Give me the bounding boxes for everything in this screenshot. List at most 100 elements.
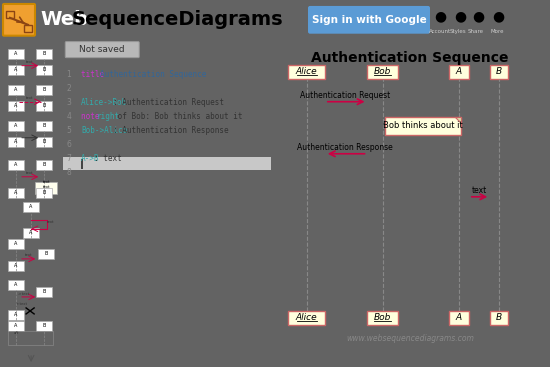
Text: A: A [14, 264, 18, 268]
Text: Web: Web [40, 10, 88, 29]
FancyBboxPatch shape [36, 188, 52, 198]
FancyBboxPatch shape [36, 85, 52, 95]
Text: A: A [14, 241, 18, 246]
FancyBboxPatch shape [35, 182, 57, 194]
Text: text: text [26, 171, 34, 175]
FancyBboxPatch shape [36, 321, 52, 331]
Text: Bob: Bob [374, 67, 392, 76]
Text: www.websequencediagrams.com: www.websequencediagrams.com [346, 334, 474, 343]
FancyBboxPatch shape [8, 310, 24, 320]
FancyBboxPatch shape [8, 101, 24, 111]
Text: A: A [14, 190, 18, 195]
Text: right: right [97, 112, 120, 121]
Text: 1: 1 [66, 70, 71, 79]
FancyBboxPatch shape [36, 160, 52, 170]
Text: Account: Account [429, 29, 451, 34]
Text: alt: alt [14, 331, 19, 335]
Text: 3: 3 [66, 98, 71, 107]
FancyBboxPatch shape [6, 11, 14, 18]
FancyBboxPatch shape [8, 65, 24, 75]
FancyBboxPatch shape [367, 65, 398, 79]
Text: A->B: A->B [81, 154, 100, 163]
Text: A: A [14, 323, 18, 328]
FancyBboxPatch shape [36, 137, 52, 147]
Text: ->text: ->text [18, 292, 30, 296]
Text: title: title [81, 70, 109, 79]
FancyBboxPatch shape [8, 280, 24, 290]
Text: Not saved: Not saved [79, 45, 125, 54]
Text: Bob->Alice: Bob->Alice [81, 126, 128, 135]
Text: Authentication Request: Authentication Request [300, 91, 390, 100]
Text: Bob: Bob [374, 313, 392, 323]
Text: B: B [496, 67, 502, 76]
Text: B: B [42, 123, 46, 128]
FancyBboxPatch shape [36, 287, 52, 297]
Text: B: B [496, 313, 502, 323]
Text: Alice->Bob: Alice->Bob [81, 98, 128, 107]
Text: A: A [14, 103, 18, 108]
FancyBboxPatch shape [449, 311, 469, 325]
Text: text: text [25, 253, 33, 257]
FancyBboxPatch shape [65, 41, 139, 58]
FancyBboxPatch shape [23, 228, 39, 238]
Bar [81, 159, 82, 169]
Text: text: text [42, 180, 50, 184]
Text: Authentication Response: Authentication Response [297, 143, 393, 152]
Text: SequenceDiagrams: SequenceDiagrams [72, 10, 284, 29]
FancyBboxPatch shape [8, 261, 24, 271]
FancyBboxPatch shape [8, 85, 24, 95]
FancyBboxPatch shape [308, 6, 430, 34]
Text: : Authentication Response: : Authentication Response [113, 126, 228, 135]
Text: Authentication Sequence: Authentication Sequence [311, 51, 509, 65]
FancyBboxPatch shape [36, 121, 52, 131]
Text: A: A [14, 162, 18, 167]
FancyBboxPatch shape [288, 311, 325, 325]
Text: 6: 6 [66, 140, 71, 149]
Text: A: A [14, 67, 18, 72]
Text: B: B [42, 190, 46, 195]
Text: B: B [42, 139, 46, 144]
Polygon shape [455, 117, 461, 123]
Text: +.text: +.text [16, 302, 28, 306]
Text: B: B [42, 87, 46, 92]
Text: A: A [456, 313, 462, 323]
Text: of Bob: Bob thinks about it: of Bob: Bob thinks about it [113, 112, 242, 121]
FancyBboxPatch shape [36, 101, 52, 111]
Text: B: B [42, 323, 46, 328]
Text: text: text [42, 185, 50, 189]
FancyBboxPatch shape [8, 160, 24, 170]
Text: 4: 4 [66, 112, 71, 121]
FancyBboxPatch shape [8, 188, 24, 198]
Text: Alice: Alice [296, 313, 317, 323]
Text: A: A [14, 283, 18, 287]
Text: note: note [81, 112, 104, 121]
Text: Authentication Sequence: Authentication Sequence [100, 70, 206, 79]
Text: 7: 7 [66, 154, 71, 163]
Text: text: text [26, 96, 34, 100]
FancyBboxPatch shape [367, 311, 398, 325]
Text: : Authentication Request: : Authentication Request [113, 98, 224, 107]
Text: A: A [30, 204, 33, 209]
Text: ●: ● [492, 9, 504, 23]
FancyBboxPatch shape [36, 65, 52, 75]
Text: A: A [14, 123, 18, 128]
FancyBboxPatch shape [23, 202, 39, 212]
Text: Bob thinks about it: Bob thinks about it [383, 121, 463, 130]
Text: text: text [26, 60, 34, 63]
Text: : text: : text [94, 154, 122, 163]
FancyBboxPatch shape [24, 25, 32, 32]
Text: text: text [47, 220, 54, 224]
Text: B: B [42, 290, 46, 294]
Text: A: A [30, 230, 33, 235]
Text: 8: 8 [66, 168, 71, 177]
FancyBboxPatch shape [36, 49, 52, 59]
Text: Share: Share [468, 29, 484, 34]
FancyBboxPatch shape [38, 249, 54, 259]
FancyBboxPatch shape [288, 65, 325, 79]
Text: 5: 5 [66, 126, 71, 135]
Text: B: B [42, 67, 46, 72]
Text: A: A [14, 139, 18, 144]
FancyBboxPatch shape [8, 239, 24, 249]
Text: B: B [42, 162, 46, 167]
Text: Sign in with Google: Sign in with Google [312, 15, 426, 25]
